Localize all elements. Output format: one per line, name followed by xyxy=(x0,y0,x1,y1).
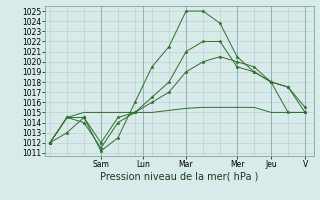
X-axis label: Pression niveau de la mer( hPa ): Pression niveau de la mer( hPa ) xyxy=(100,172,258,182)
